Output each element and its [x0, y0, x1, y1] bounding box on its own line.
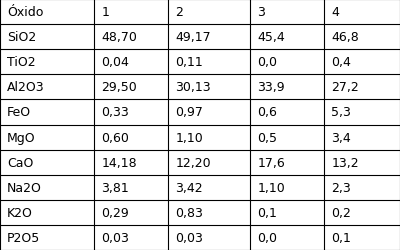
Text: 3,81: 3,81	[101, 181, 129, 194]
Text: FeO: FeO	[7, 106, 31, 119]
Text: 0,1: 0,1	[257, 206, 277, 219]
Text: 0,33: 0,33	[101, 106, 129, 119]
Text: K2O: K2O	[7, 206, 33, 219]
Text: MgO: MgO	[7, 131, 36, 144]
Text: 1: 1	[101, 6, 109, 19]
Text: 0,5: 0,5	[257, 131, 277, 144]
Text: 4: 4	[331, 6, 339, 19]
Text: 27,2: 27,2	[331, 81, 359, 94]
Text: 0,04: 0,04	[101, 56, 129, 69]
Text: 0,0: 0,0	[257, 56, 277, 69]
Text: 45,4: 45,4	[257, 31, 285, 44]
Text: 33,9: 33,9	[257, 81, 285, 94]
Text: 0,83: 0,83	[175, 206, 203, 219]
Text: 14,18: 14,18	[101, 156, 137, 169]
Text: 0,60: 0,60	[101, 131, 129, 144]
Text: 29,50: 29,50	[101, 81, 137, 94]
Text: 49,17: 49,17	[175, 31, 211, 44]
Text: 1,10: 1,10	[175, 131, 203, 144]
Text: P2O5: P2O5	[7, 231, 40, 244]
Text: 0,11: 0,11	[175, 56, 203, 69]
Text: 17,6: 17,6	[257, 156, 285, 169]
Text: Óxido: Óxido	[7, 6, 44, 19]
Text: Na2O: Na2O	[7, 181, 42, 194]
Text: 0,0: 0,0	[257, 231, 277, 244]
Text: 13,2: 13,2	[331, 156, 359, 169]
Text: 0,29: 0,29	[101, 206, 129, 219]
Text: TiO2: TiO2	[7, 56, 36, 69]
Text: 3,4: 3,4	[331, 131, 351, 144]
Text: 3,42: 3,42	[175, 181, 203, 194]
Text: 46,8: 46,8	[331, 31, 359, 44]
Text: CaO: CaO	[7, 156, 34, 169]
Text: 0,03: 0,03	[101, 231, 129, 244]
Text: 0,4: 0,4	[331, 56, 351, 69]
Text: SiO2: SiO2	[7, 31, 36, 44]
Text: 2,3: 2,3	[331, 181, 351, 194]
Text: 0,97: 0,97	[175, 106, 203, 119]
Text: 3: 3	[257, 6, 265, 19]
Text: 12,20: 12,20	[175, 156, 211, 169]
Text: 0,6: 0,6	[257, 106, 277, 119]
Text: 0,1: 0,1	[331, 231, 351, 244]
Text: Al2O3: Al2O3	[7, 81, 45, 94]
Text: 5,3: 5,3	[331, 106, 351, 119]
Text: 1,10: 1,10	[257, 181, 285, 194]
Text: 48,70: 48,70	[101, 31, 137, 44]
Text: 30,13: 30,13	[175, 81, 211, 94]
Text: 0,2: 0,2	[331, 206, 351, 219]
Text: 2: 2	[175, 6, 183, 19]
Text: 0,03: 0,03	[175, 231, 203, 244]
